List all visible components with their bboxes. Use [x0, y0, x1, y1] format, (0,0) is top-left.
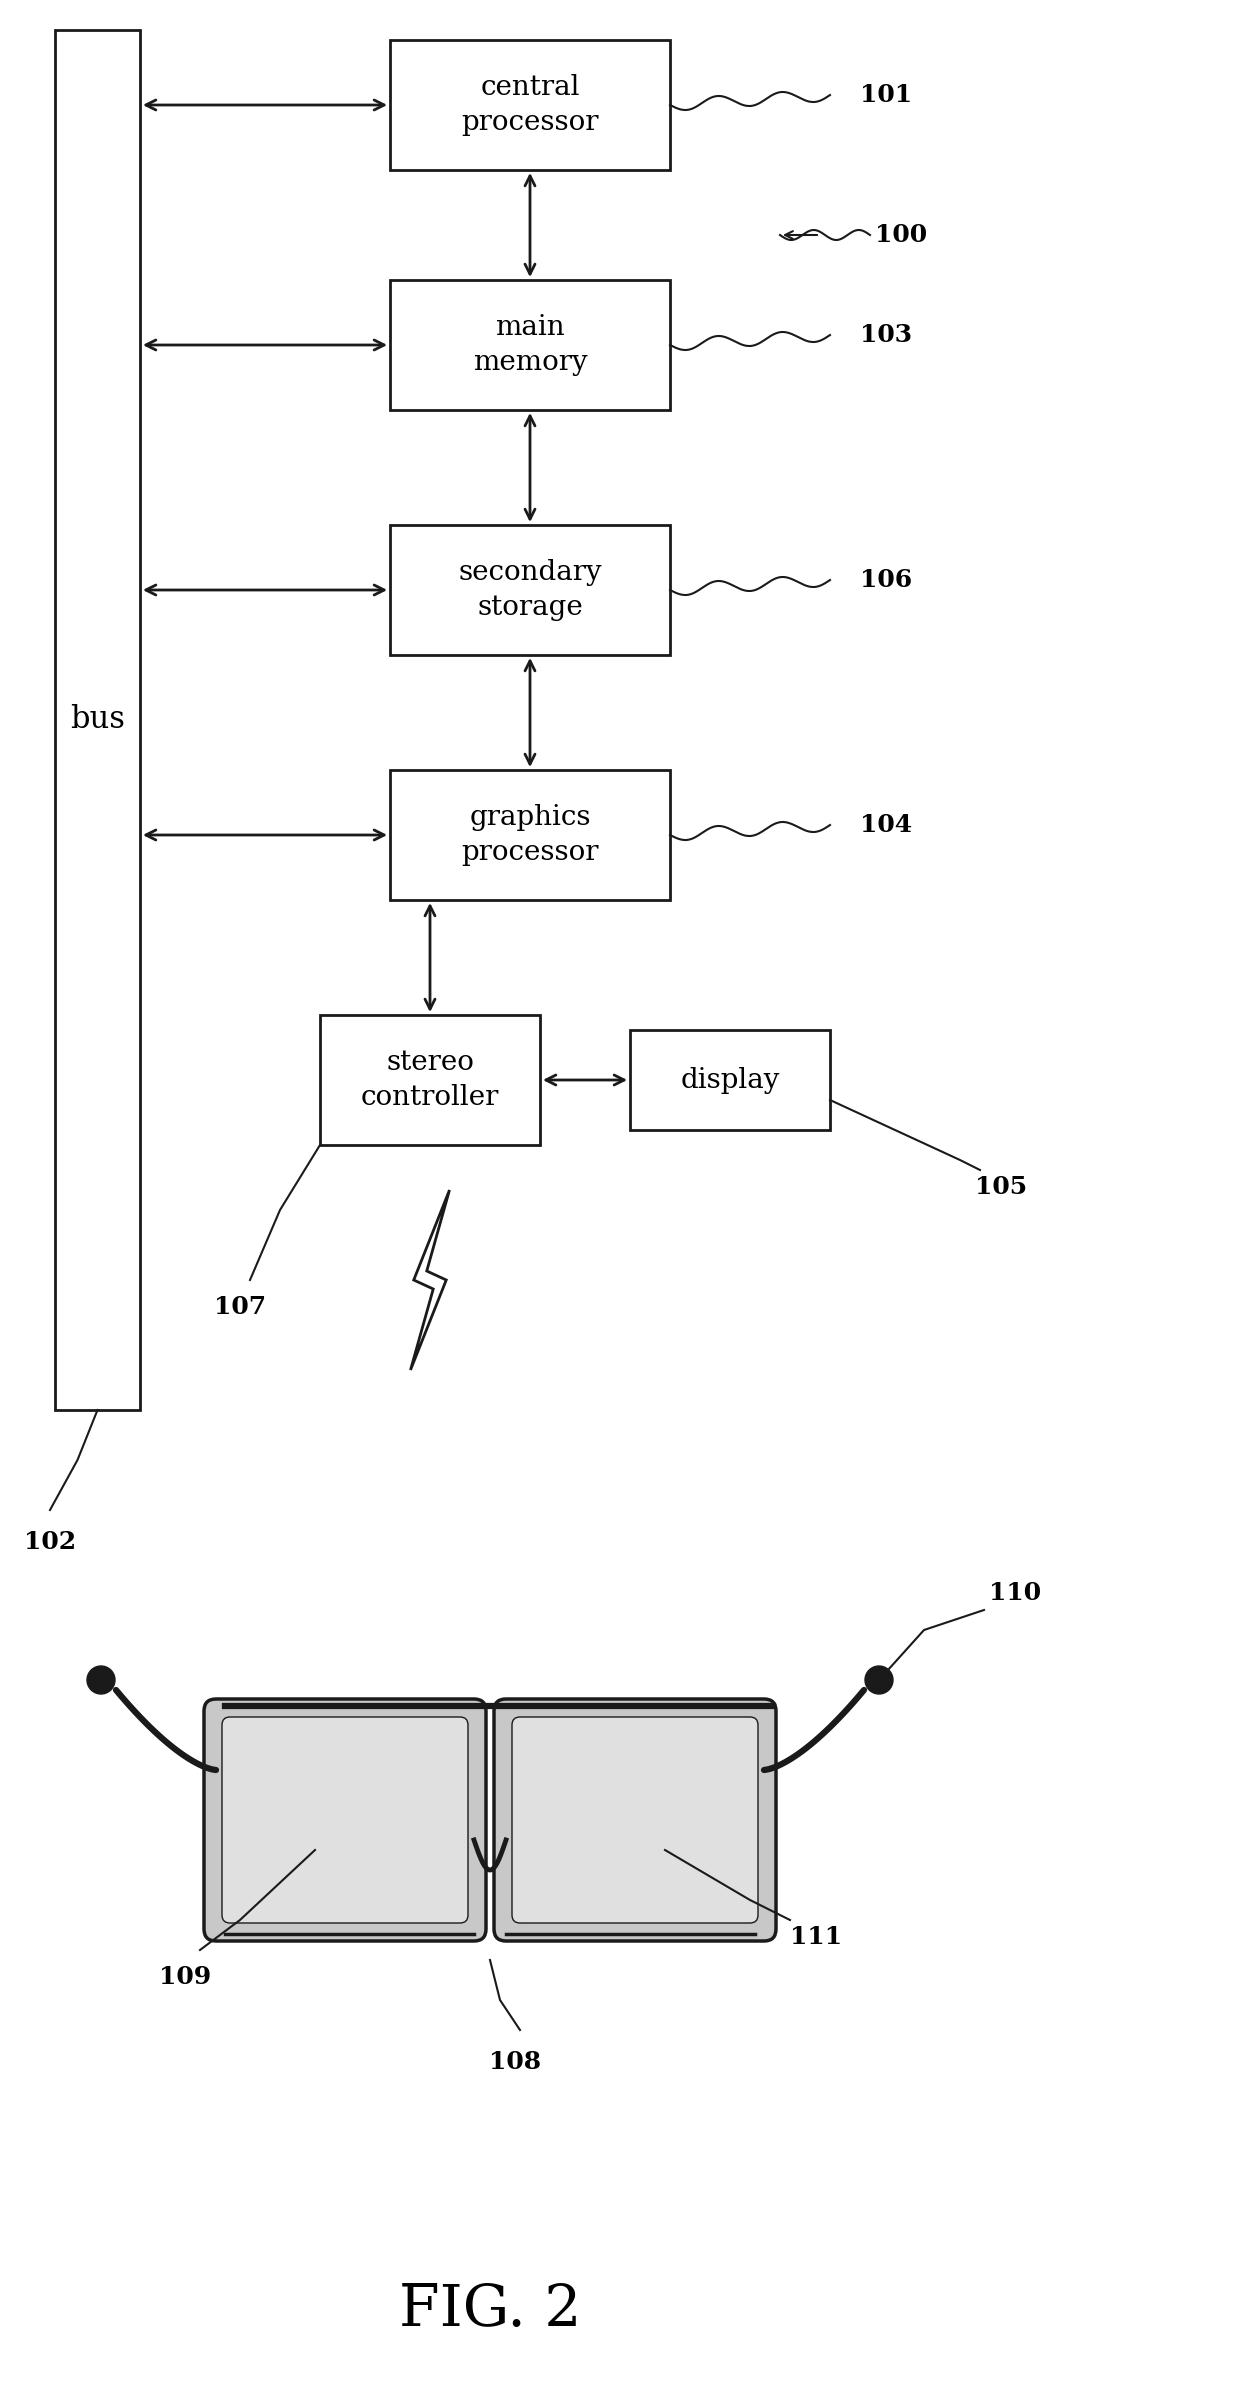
FancyBboxPatch shape: [494, 1699, 776, 1942]
Text: 100: 100: [875, 224, 928, 248]
Text: secondary
storage: secondary storage: [459, 558, 601, 622]
Bar: [320, 1015, 539, 1144]
Text: 102: 102: [24, 1530, 76, 1554]
Text: graphics
processor: graphics processor: [461, 803, 599, 865]
Text: 108: 108: [489, 2049, 541, 2073]
FancyBboxPatch shape: [512, 1718, 758, 1923]
Bar: [391, 279, 670, 410]
Text: 105: 105: [975, 1175, 1027, 1199]
Text: main
memory: main memory: [472, 315, 588, 377]
Bar: [55, 31, 140, 1411]
Text: bus: bus: [69, 705, 125, 736]
Text: 109: 109: [159, 1966, 211, 1990]
Bar: [630, 1029, 830, 1130]
FancyBboxPatch shape: [205, 1699, 486, 1942]
Text: 101: 101: [861, 83, 913, 107]
Text: 104: 104: [861, 813, 913, 836]
Text: 111: 111: [790, 1925, 842, 1949]
Text: display: display: [681, 1068, 780, 1094]
Text: 110: 110: [990, 1580, 1042, 1606]
Text: 103: 103: [861, 324, 913, 348]
Polygon shape: [410, 1189, 449, 1370]
Text: 106: 106: [861, 567, 913, 591]
Text: central
processor: central processor: [461, 74, 599, 136]
Bar: [391, 524, 670, 655]
Text: 107: 107: [215, 1294, 267, 1320]
Text: FIG. 2: FIG. 2: [399, 2283, 582, 2338]
Circle shape: [87, 1666, 115, 1694]
Text: stereo
controller: stereo controller: [361, 1049, 500, 1110]
Circle shape: [866, 1666, 893, 1694]
FancyBboxPatch shape: [222, 1718, 467, 1923]
Bar: [391, 770, 670, 901]
Bar: [391, 41, 670, 169]
